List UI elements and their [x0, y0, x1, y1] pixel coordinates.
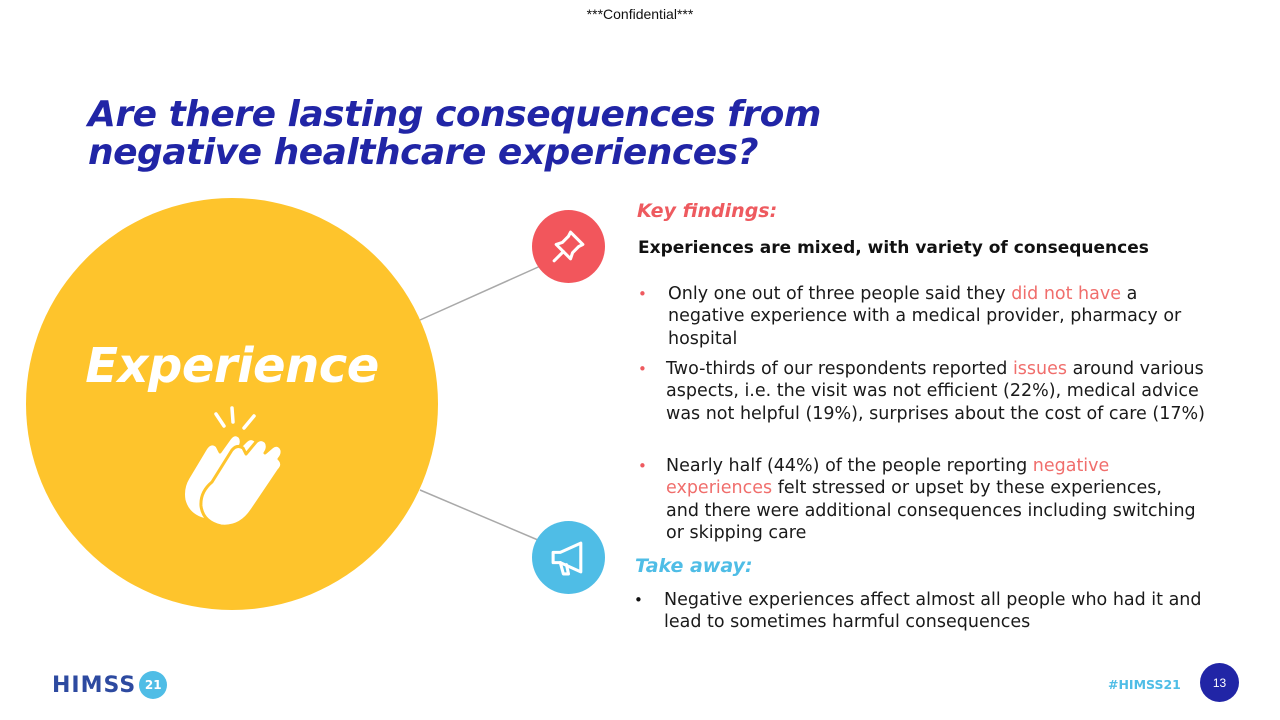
key-findings-summary: Experiences are mixed, with variety of c… [638, 238, 1149, 258]
takeaway-text: Negative experiences affect almost all p… [664, 590, 1202, 633]
megaphone-icon [551, 541, 583, 576]
takeaway-heading: Take away: [635, 555, 753, 577]
pin-icon [552, 230, 585, 263]
experience-circle [26, 198, 438, 610]
finding-text: Nearly half (44%) of the people reportin… [666, 456, 1196, 544]
clapping-hands-icon [182, 406, 284, 528]
bullet-dot: • [638, 360, 647, 378]
bullet-dot: • [638, 457, 647, 475]
finding-text: Only one out of three people said they d… [668, 284, 1182, 349]
himss-logo: HIMSS 21 [52, 670, 168, 700]
confidential-label: ***Confidential*** [586, 6, 694, 22]
page-title: Are there lasting consequences from nega… [88, 94, 821, 173]
megaphone-icon-circle [532, 521, 605, 594]
highlight-text: negative experiences [666, 456, 1110, 499]
highlight-text: did not have [1011, 284, 1127, 304]
pin-icon-circle [532, 210, 605, 283]
bullet-dot: • [634, 591, 643, 609]
key-findings-heading: Key findings: [637, 200, 778, 222]
logo-badge: 21 [139, 671, 168, 699]
page-number: 13 [1200, 663, 1239, 702]
finding-text: Two-thirds of our respondents reported i… [666, 359, 1205, 424]
hashtag: #HIMSS21 [1108, 677, 1181, 692]
experience-label: Experience [85, 338, 379, 394]
bullet-dot: • [638, 285, 647, 303]
logo-text: HIMSS [52, 672, 137, 698]
highlight-text: issues [1012, 359, 1068, 379]
